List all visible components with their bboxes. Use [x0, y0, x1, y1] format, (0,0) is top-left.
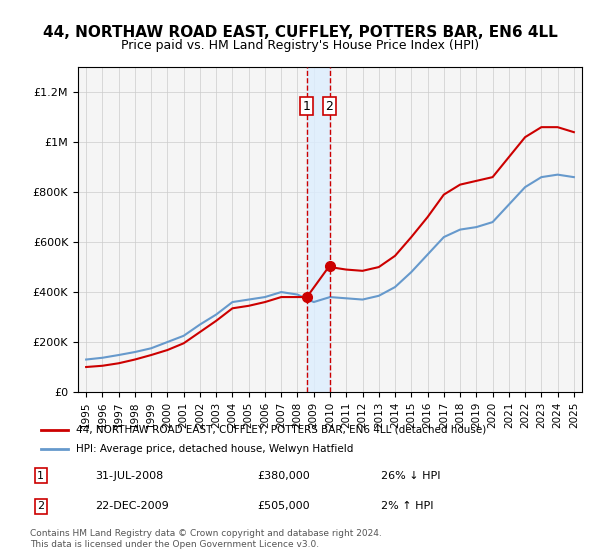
- Text: Price paid vs. HM Land Registry's House Price Index (HPI): Price paid vs. HM Land Registry's House …: [121, 39, 479, 52]
- Text: HPI: Average price, detached house, Welwyn Hatfield: HPI: Average price, detached house, Welw…: [76, 445, 353, 455]
- Text: 22-DEC-2009: 22-DEC-2009: [95, 501, 169, 511]
- Text: 44, NORTHAW ROAD EAST, CUFFLEY, POTTERS BAR, EN6 4LL (detached house): 44, NORTHAW ROAD EAST, CUFFLEY, POTTERS …: [76, 424, 486, 435]
- Text: 2: 2: [326, 100, 334, 113]
- Bar: [307, 67, 329, 392]
- Text: 44, NORTHAW ROAD EAST, CUFFLEY, POTTERS BAR, EN6 4LL: 44, NORTHAW ROAD EAST, CUFFLEY, POTTERS …: [43, 25, 557, 40]
- Text: £505,000: £505,000: [257, 501, 310, 511]
- Text: 2: 2: [37, 501, 44, 511]
- Text: 1: 1: [303, 100, 311, 113]
- Text: 26% ↓ HPI: 26% ↓ HPI: [381, 470, 440, 480]
- Text: 1: 1: [37, 470, 44, 480]
- Text: £380,000: £380,000: [257, 470, 310, 480]
- Text: 2% ↑ HPI: 2% ↑ HPI: [381, 501, 433, 511]
- Text: Contains HM Land Registry data © Crown copyright and database right 2024.
This d: Contains HM Land Registry data © Crown c…: [30, 529, 382, 549]
- Text: 31-JUL-2008: 31-JUL-2008: [95, 470, 163, 480]
